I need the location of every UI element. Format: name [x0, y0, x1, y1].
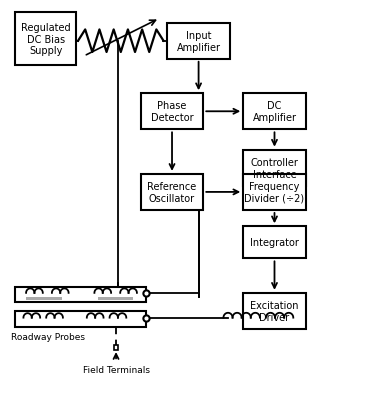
Text: Frequency
Divider (÷2): Frequency Divider (÷2): [244, 182, 305, 203]
Bar: [243, 94, 306, 130]
Text: DC
Amplifier: DC Amplifier: [253, 101, 296, 123]
Bar: [98, 297, 134, 300]
Bar: [15, 288, 146, 302]
Text: Controller
Interface: Controller Interface: [251, 158, 298, 179]
Text: Input
Amplifier: Input Amplifier: [177, 31, 221, 52]
Text: Reference
Oscillator: Reference Oscillator: [147, 182, 197, 203]
Bar: [243, 174, 306, 211]
Bar: [26, 297, 62, 300]
Text: Roadway Probes: Roadway Probes: [11, 332, 85, 341]
Bar: [15, 311, 146, 327]
Text: Regulated
DC Bias
Supply: Regulated DC Bias Supply: [21, 23, 70, 56]
Bar: [243, 227, 306, 259]
Bar: [15, 13, 76, 66]
Text: Phase
Detector: Phase Detector: [151, 101, 193, 123]
Bar: [243, 150, 306, 186]
Bar: [141, 174, 203, 211]
Text: Field Terminals: Field Terminals: [82, 365, 149, 374]
Bar: [114, 345, 118, 350]
Text: Integrator: Integrator: [250, 238, 299, 248]
Text: Excitation
Driver: Excitation Driver: [250, 301, 299, 322]
Bar: [167, 23, 230, 60]
Bar: [243, 293, 306, 329]
Bar: [141, 94, 203, 130]
